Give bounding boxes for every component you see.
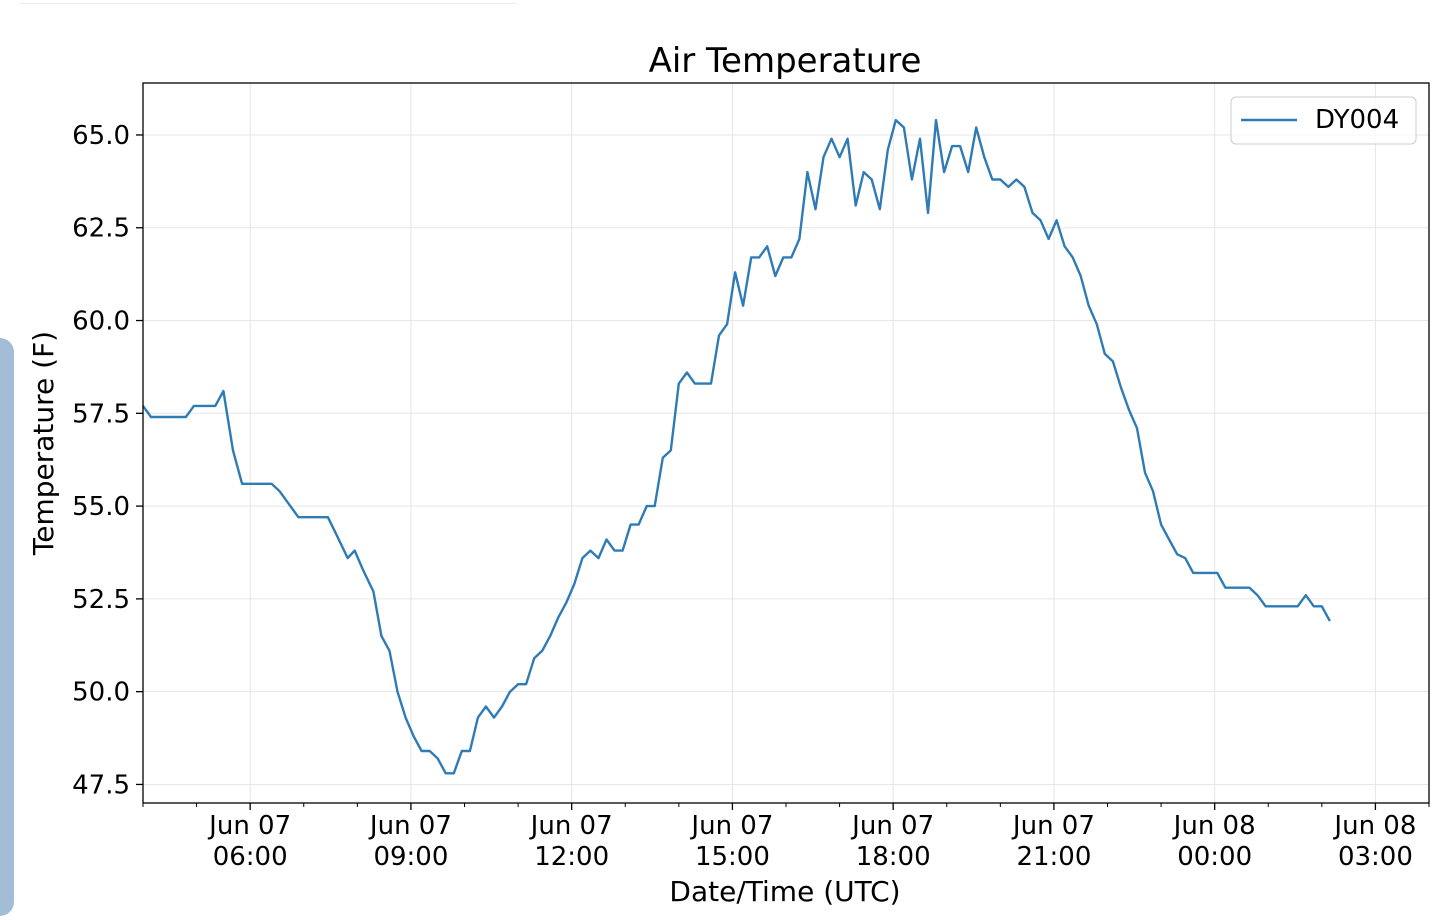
y-tick-label: 65.0 bbox=[72, 121, 130, 151]
x-tick-label-date: Jun 07 bbox=[529, 811, 613, 841]
legend-box bbox=[1230, 96, 1417, 145]
y-tick-label: 50.0 bbox=[72, 678, 130, 708]
x-tick-label-time: 12:00 bbox=[534, 842, 609, 872]
x-tick-label-time: 03:00 bbox=[1338, 842, 1413, 872]
legend-label-dy004: DY004 bbox=[1315, 105, 1399, 135]
y-tick-label: 55.0 bbox=[72, 492, 130, 522]
x-tick-label-date: Jun 07 bbox=[207, 811, 291, 841]
x-tick-label-date: Jun 08 bbox=[1332, 811, 1416, 841]
y-axis-label: Temperature (F) bbox=[27, 331, 60, 556]
x-tick-label-date: Jun 07 bbox=[689, 811, 773, 841]
x-axis-label: Date/Time (UTC) bbox=[669, 875, 900, 908]
legend: DY004 bbox=[1230, 96, 1417, 145]
y-tick-label: 60.0 bbox=[72, 307, 130, 337]
x-tick-label-time: 18:00 bbox=[856, 842, 931, 872]
series-layer bbox=[142, 118, 1331, 775]
grid-lines bbox=[143, 83, 1429, 803]
y-tick-label: 52.5 bbox=[72, 585, 130, 615]
plot-frame bbox=[142, 82, 1430, 804]
side-panel-tab[interactable] bbox=[0, 338, 14, 916]
x-tick-label-date: Jun 07 bbox=[1011, 811, 1095, 841]
x-tick-label-date: Jun 07 bbox=[368, 811, 452, 841]
top-divider bbox=[20, 3, 516, 4]
y-tick-label: 47.5 bbox=[72, 770, 130, 800]
x-tick-label-time: 21:00 bbox=[1016, 842, 1091, 872]
x-tick-label-time: 00:00 bbox=[1177, 842, 1252, 872]
x-tick-label-date: Jun 07 bbox=[850, 811, 934, 841]
series-line-dy004 bbox=[142, 118, 1331, 775]
x-tick-label-time: 06:00 bbox=[213, 842, 288, 872]
x-tick-label-time: 09:00 bbox=[373, 842, 448, 872]
y-tick-label: 57.5 bbox=[72, 399, 130, 429]
y-axis-ticks: 47.5 50.0 52.5 55.0 57.5 60.0 62.5 65.0 bbox=[72, 121, 143, 800]
x-tick-label-time: 15:00 bbox=[695, 842, 770, 872]
chart-title: Air Temperature bbox=[649, 41, 922, 81]
x-tick-label-date: Jun 08 bbox=[1172, 811, 1256, 841]
y-tick-label: 62.5 bbox=[72, 214, 130, 244]
